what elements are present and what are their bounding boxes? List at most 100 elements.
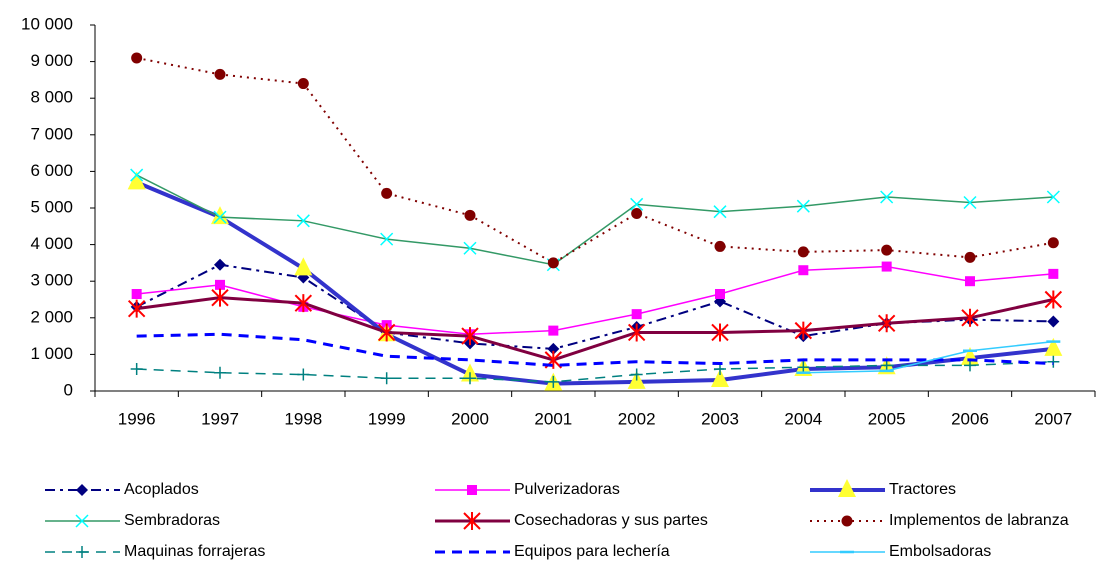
x-tick-label: 2002 <box>618 409 656 428</box>
y-tick-label: 2 000 <box>30 307 73 326</box>
marker <box>877 314 896 333</box>
marker <box>1047 355 1060 368</box>
marker <box>463 512 481 530</box>
x-tick-label: 2001 <box>534 409 572 428</box>
marker <box>798 265 809 276</box>
marker <box>380 372 393 385</box>
series: Sembradoras <box>45 168 1060 529</box>
marker <box>838 479 856 497</box>
marker <box>213 210 227 224</box>
marker <box>547 342 560 355</box>
marker <box>711 323 729 342</box>
marker <box>964 251 976 263</box>
marker <box>464 209 476 221</box>
y-tick-label: 1 000 <box>30 344 73 363</box>
marker <box>75 514 89 528</box>
marker <box>796 199 810 213</box>
marker <box>381 187 393 199</box>
y-tick-label: 5 000 <box>30 197 73 216</box>
y-tick-label: 3 000 <box>30 271 73 290</box>
y-tick-label: 7 000 <box>30 124 73 143</box>
marker <box>296 214 310 228</box>
marker <box>1047 237 1059 249</box>
marker <box>547 257 559 269</box>
x-tick-label: 2005 <box>868 409 906 428</box>
legend-label: Equipos para lechería <box>514 543 670 560</box>
marker <box>380 232 394 246</box>
series: Embolsadoras <box>796 340 1061 560</box>
marker <box>627 323 646 342</box>
marker <box>963 195 977 210</box>
line <box>135 180 1054 386</box>
legend-label: Maquinas forrajeras <box>124 543 265 560</box>
x-tick-label: 2006 <box>951 409 989 428</box>
y-tick-label: 0 <box>64 380 73 399</box>
y-tick-label: 6 000 <box>30 161 73 180</box>
line <box>803 340 1054 374</box>
marker <box>714 240 726 252</box>
y-tick-label: 10 000 <box>21 14 73 33</box>
x-tick-label: 2000 <box>451 409 489 428</box>
legend-label: Cosechadoras y sus partes <box>514 512 708 529</box>
series: Cosechadoras y sus partes <box>127 288 1063 530</box>
marker <box>548 325 559 336</box>
line <box>136 296 1054 362</box>
marker <box>1047 315 1060 328</box>
series: Tractores <box>127 171 1063 498</box>
marker <box>464 372 476 385</box>
marker <box>630 197 644 211</box>
marker <box>127 171 146 190</box>
line <box>136 174 1054 266</box>
marker <box>76 484 88 496</box>
marker <box>841 515 853 527</box>
marker <box>294 257 313 276</box>
marker <box>631 207 643 219</box>
series: Equipos para lechería <box>136 332 1054 560</box>
marker <box>881 244 893 256</box>
marker <box>961 308 979 327</box>
marker <box>630 368 643 381</box>
marker <box>131 289 142 300</box>
marker <box>211 206 229 225</box>
legend-label: Sembradoras <box>124 512 220 529</box>
series: Pulverizadoras <box>131 261 1059 498</box>
x-tick-label: 1998 <box>284 409 322 428</box>
x-tick-label: 2003 <box>701 409 739 428</box>
marker <box>76 546 88 558</box>
marker <box>715 289 725 300</box>
marker <box>1044 290 1063 309</box>
line <box>136 56 1054 265</box>
marker <box>797 246 809 258</box>
x-tick-label: 1997 <box>201 409 239 428</box>
marker <box>547 375 560 388</box>
marker <box>377 323 396 342</box>
marker <box>631 309 642 320</box>
marker <box>461 327 479 346</box>
marker <box>881 261 892 272</box>
marker <box>127 299 146 318</box>
x-tick-label: 2007 <box>1034 409 1072 428</box>
marker <box>713 205 727 219</box>
marker <box>463 241 477 255</box>
y-tick-label: 8 000 <box>30 88 73 107</box>
marker <box>294 294 313 313</box>
marker <box>214 68 226 80</box>
series: Implementos de labranza <box>131 52 1069 529</box>
marker <box>797 361 810 374</box>
marker <box>131 52 143 64</box>
marker <box>711 369 729 388</box>
series: Maquinas forrajeras <box>45 355 1060 560</box>
legend-label: Implementos de labranza <box>889 512 1069 529</box>
marker <box>297 78 309 90</box>
marker <box>1044 337 1063 356</box>
marker <box>794 321 813 340</box>
marker <box>130 363 143 376</box>
legend-label: Tractores <box>889 481 956 498</box>
y-tick-label: 9 000 <box>30 51 73 70</box>
line <box>136 332 1054 367</box>
legend-label: Pulverizadoras <box>514 481 620 498</box>
x-tick-label: 2004 <box>784 409 822 428</box>
marker <box>965 276 975 287</box>
marker <box>1046 190 1060 204</box>
